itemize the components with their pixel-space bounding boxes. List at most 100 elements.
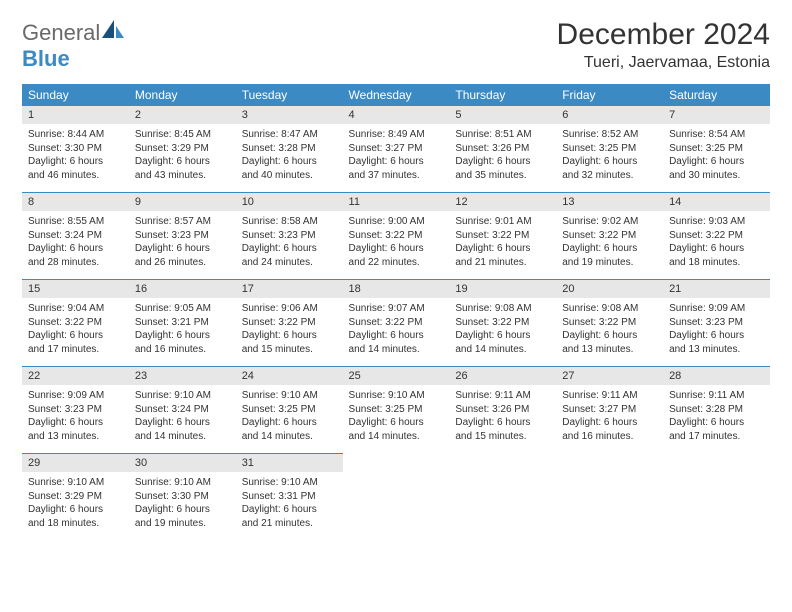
day-number-cell: 17 <box>236 280 343 299</box>
sunrise-text: Sunrise: 9:05 AM <box>135 302 230 316</box>
sunrise-text: Sunrise: 9:07 AM <box>349 302 444 316</box>
day-detail-cell: Sunrise: 9:11 AMSunset: 3:27 PMDaylight:… <box>556 385 663 454</box>
day-number-cell: 13 <box>556 193 663 212</box>
day-number-cell: 16 <box>129 280 236 299</box>
day-number-cell: 31 <box>236 454 343 473</box>
sunrise-text: Sunrise: 9:10 AM <box>135 389 230 403</box>
daylight-text-1: Daylight: 6 hours <box>242 155 337 169</box>
sunrise-text: Sunrise: 8:45 AM <box>135 128 230 142</box>
logo-text: General Blue <box>22 18 126 72</box>
day-detail-cell: Sunrise: 9:01 AMSunset: 3:22 PMDaylight:… <box>449 211 556 280</box>
daylight-text-1: Daylight: 6 hours <box>455 155 550 169</box>
sunrise-text: Sunrise: 9:09 AM <box>669 302 764 316</box>
daylight-text-1: Daylight: 6 hours <box>242 416 337 430</box>
sunset-text: Sunset: 3:23 PM <box>669 316 764 330</box>
sunset-text: Sunset: 3:22 PM <box>455 316 550 330</box>
sunrise-text: Sunrise: 8:52 AM <box>562 128 657 142</box>
daylight-text-2: and 16 minutes. <box>135 343 230 357</box>
daylight-text-1: Daylight: 6 hours <box>28 416 123 430</box>
day-number-cell: 24 <box>236 367 343 386</box>
daylight-text-1: Daylight: 6 hours <box>135 503 230 517</box>
daylight-text-2: and 40 minutes. <box>242 169 337 183</box>
day-detail-cell: Sunrise: 9:08 AMSunset: 3:22 PMDaylight:… <box>556 298 663 367</box>
day-number-cell: 7 <box>663 106 770 124</box>
sunset-text: Sunset: 3:22 PM <box>242 316 337 330</box>
daylight-text-1: Daylight: 6 hours <box>242 329 337 343</box>
daylight-text-2: and 37 minutes. <box>349 169 444 183</box>
day-detail-cell: Sunrise: 9:10 AMSunset: 3:25 PMDaylight:… <box>343 385 450 454</box>
daylight-text-2: and 43 minutes. <box>135 169 230 183</box>
sunrise-text: Sunrise: 9:11 AM <box>669 389 764 403</box>
daylight-text-2: and 14 minutes. <box>349 430 444 444</box>
day-number-row: 293031 <box>22 454 770 473</box>
day-detail-cell: Sunrise: 9:05 AMSunset: 3:21 PMDaylight:… <box>129 298 236 367</box>
daylight-text-1: Daylight: 6 hours <box>28 503 123 517</box>
daylight-text-1: Daylight: 6 hours <box>135 416 230 430</box>
sunset-text: Sunset: 3:27 PM <box>562 403 657 417</box>
daylight-text-2: and 46 minutes. <box>28 169 123 183</box>
day-detail-cell: Sunrise: 9:07 AMSunset: 3:22 PMDaylight:… <box>343 298 450 367</box>
day-number-cell: 21 <box>663 280 770 299</box>
day-detail-cell: Sunrise: 9:00 AMSunset: 3:22 PMDaylight:… <box>343 211 450 280</box>
day-number-cell: 30 <box>129 454 236 473</box>
sunrise-text: Sunrise: 9:00 AM <box>349 215 444 229</box>
sunrise-text: Sunrise: 9:11 AM <box>455 389 550 403</box>
daylight-text-1: Daylight: 6 hours <box>455 329 550 343</box>
day-number-cell: 23 <box>129 367 236 386</box>
dow-header: Friday <box>556 84 663 106</box>
dow-header: Thursday <box>449 84 556 106</box>
sunset-text: Sunset: 3:28 PM <box>242 142 337 156</box>
daylight-text-2: and 19 minutes. <box>562 256 657 270</box>
sunrise-text: Sunrise: 8:51 AM <box>455 128 550 142</box>
daylight-text-2: and 14 minutes. <box>242 430 337 444</box>
day-number-cell: 9 <box>129 193 236 212</box>
day-number-cell: 20 <box>556 280 663 299</box>
daylight-text-1: Daylight: 6 hours <box>349 155 444 169</box>
sunset-text: Sunset: 3:22 PM <box>669 229 764 243</box>
daylight-text-1: Daylight: 6 hours <box>455 416 550 430</box>
day-number-cell: 29 <box>22 454 129 473</box>
sunrise-text: Sunrise: 9:03 AM <box>669 215 764 229</box>
day-number-cell: 12 <box>449 193 556 212</box>
day-number-row: 1234567 <box>22 106 770 124</box>
day-detail-row: Sunrise: 9:10 AMSunset: 3:29 PMDaylight:… <box>22 472 770 540</box>
daylight-text-2: and 15 minutes. <box>455 430 550 444</box>
day-number-row: 891011121314 <box>22 193 770 212</box>
day-detail-cell: Sunrise: 9:09 AMSunset: 3:23 PMDaylight:… <box>663 298 770 367</box>
sunset-text: Sunset: 3:25 PM <box>562 142 657 156</box>
daylight-text-1: Daylight: 6 hours <box>28 242 123 256</box>
day-number-cell: 14 <box>663 193 770 212</box>
day-number-cell: 4 <box>343 106 450 124</box>
day-number-cell: 1 <box>22 106 129 124</box>
daylight-text-1: Daylight: 6 hours <box>349 416 444 430</box>
day-number-cell: 3 <box>236 106 343 124</box>
day-number-cell <box>449 454 556 473</box>
daylight-text-1: Daylight: 6 hours <box>455 242 550 256</box>
day-number-cell: 2 <box>129 106 236 124</box>
sunrise-text: Sunrise: 8:58 AM <box>242 215 337 229</box>
daylight-text-2: and 16 minutes. <box>562 430 657 444</box>
sunset-text: Sunset: 3:22 PM <box>562 229 657 243</box>
daylight-text-2: and 14 minutes. <box>135 430 230 444</box>
sunset-text: Sunset: 3:23 PM <box>135 229 230 243</box>
day-detail-cell <box>343 472 450 540</box>
daylight-text-2: and 28 minutes. <box>28 256 123 270</box>
daylight-text-2: and 19 minutes. <box>135 517 230 531</box>
daylight-text-1: Daylight: 6 hours <box>562 242 657 256</box>
sunset-text: Sunset: 3:22 PM <box>455 229 550 243</box>
sunrise-text: Sunrise: 9:09 AM <box>28 389 123 403</box>
daylight-text-2: and 21 minutes. <box>455 256 550 270</box>
day-detail-cell: Sunrise: 8:58 AMSunset: 3:23 PMDaylight:… <box>236 211 343 280</box>
sunrise-text: Sunrise: 8:55 AM <box>28 215 123 229</box>
daylight-text-2: and 17 minutes. <box>669 430 764 444</box>
daylight-text-1: Daylight: 6 hours <box>349 242 444 256</box>
sunset-text: Sunset: 3:24 PM <box>28 229 123 243</box>
day-detail-cell: Sunrise: 8:55 AMSunset: 3:24 PMDaylight:… <box>22 211 129 280</box>
sunset-text: Sunset: 3:23 PM <box>242 229 337 243</box>
day-detail-cell: Sunrise: 9:10 AMSunset: 3:29 PMDaylight:… <box>22 472 129 540</box>
daylight-text-1: Daylight: 6 hours <box>28 155 123 169</box>
sunrise-text: Sunrise: 9:08 AM <box>562 302 657 316</box>
daylight-text-2: and 15 minutes. <box>242 343 337 357</box>
day-detail-cell <box>663 472 770 540</box>
daylight-text-2: and 17 minutes. <box>28 343 123 357</box>
